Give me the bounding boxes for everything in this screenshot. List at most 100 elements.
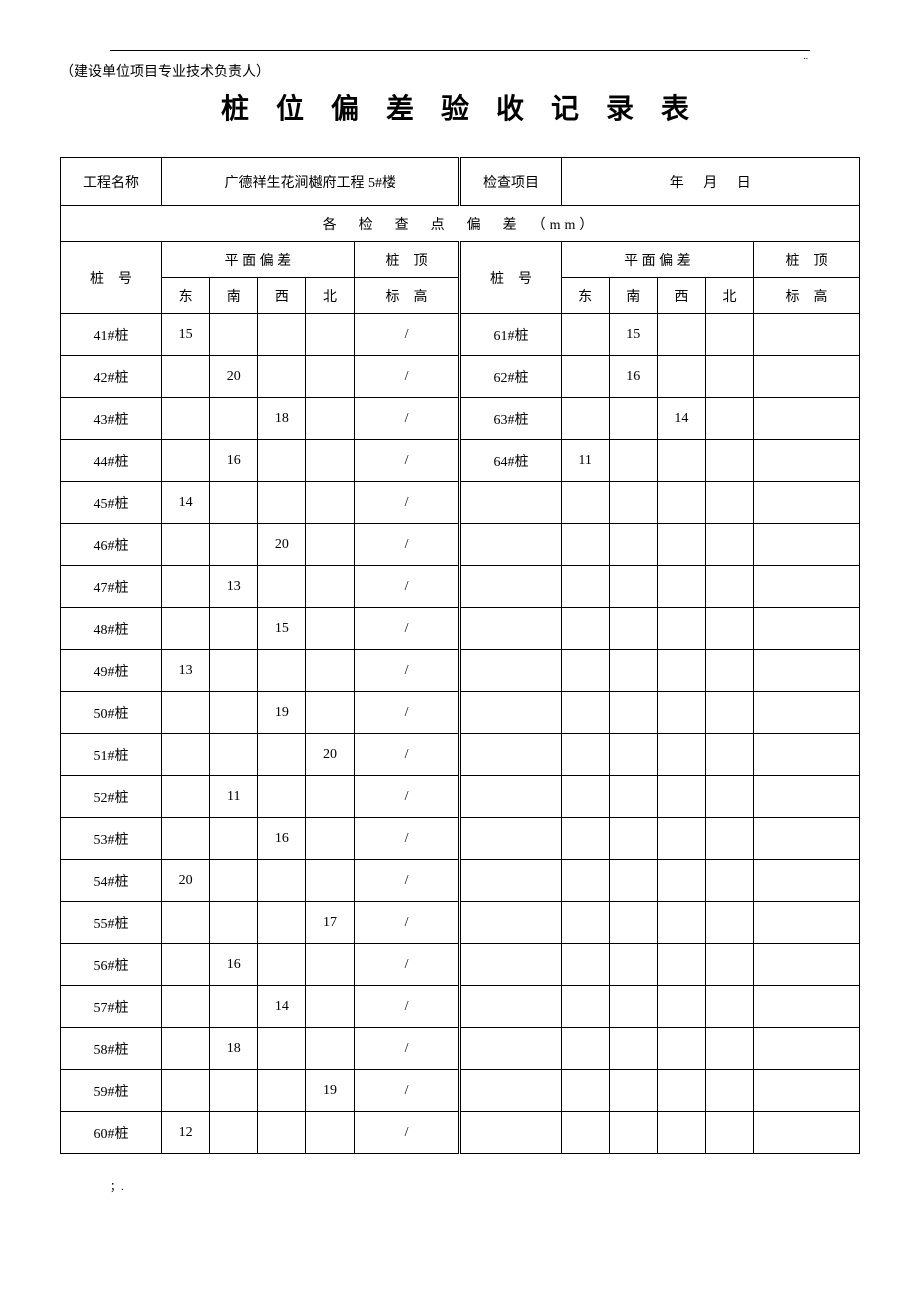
cell-elev-l: / [354, 608, 460, 650]
cell-elev-r [754, 692, 860, 734]
cell-w-r [657, 944, 705, 986]
cell-n-l: 17 [306, 902, 354, 944]
cell-e-l: 15 [162, 314, 210, 356]
table-row: 52#桩11/ [61, 776, 860, 818]
lbl-project-name: 工程名称 [61, 158, 162, 206]
cell-s-l [210, 608, 258, 650]
cell-e-l: 20 [162, 860, 210, 902]
table-row: 55#桩17/ [61, 902, 860, 944]
cell-elev-r [754, 1112, 860, 1154]
cell-w-l [258, 314, 306, 356]
table-row: 58#桩18/ [61, 1028, 860, 1070]
cell-elev-l: / [354, 734, 460, 776]
cell-pile-l: 60#桩 [61, 1112, 162, 1154]
cell-s-r [609, 692, 657, 734]
cell-s-r [609, 398, 657, 440]
header-row-1: 工程名称 广德祥生花涧樾府工程 5#楼 检查项目 年 月 日 [61, 158, 860, 206]
cell-w-l [258, 440, 306, 482]
cell-elev-r [754, 986, 860, 1028]
lbl-south-l: 南 [210, 278, 258, 314]
cell-w-r [657, 818, 705, 860]
cell-s-r [609, 1112, 657, 1154]
cell-w-r [657, 1070, 705, 1112]
cell-e-l [162, 608, 210, 650]
cell-e-l [162, 524, 210, 566]
cell-e-l [162, 398, 210, 440]
cell-pile-l: 48#桩 [61, 608, 162, 650]
cell-e-r [561, 650, 609, 692]
cell-pile-r [460, 776, 561, 818]
cell-w-r [657, 860, 705, 902]
cell-n-r [705, 398, 753, 440]
cell-w-l: 19 [258, 692, 306, 734]
table-row: 60#桩12/ [61, 1112, 860, 1154]
cell-w-l [258, 902, 306, 944]
table-row: 46#桩20/ [61, 524, 860, 566]
cell-pile-r [460, 818, 561, 860]
cell-e-r [561, 524, 609, 566]
cell-pile-l: 59#桩 [61, 1070, 162, 1112]
cell-pile-r [460, 524, 561, 566]
cell-n-l [306, 986, 354, 1028]
section-header: 各 检 查 点 偏 差 （mm） [61, 206, 860, 242]
cell-e-r [561, 608, 609, 650]
cell-s-r [609, 608, 657, 650]
table-row: 56#桩16/ [61, 944, 860, 986]
cell-elev-l: / [354, 860, 460, 902]
cell-pile-r [460, 566, 561, 608]
cell-w-r [657, 482, 705, 524]
cell-n-r [705, 314, 753, 356]
cell-s-r [609, 818, 657, 860]
cell-pile-l: 51#桩 [61, 734, 162, 776]
cell-pile-l: 49#桩 [61, 650, 162, 692]
cell-w-l [258, 356, 306, 398]
cell-e-l: 14 [162, 482, 210, 524]
cell-n-r [705, 482, 753, 524]
cell-s-l: 13 [210, 566, 258, 608]
cell-n-l [306, 440, 354, 482]
cell-w-r [657, 734, 705, 776]
table-row: 43#桩18/63#桩14 [61, 398, 860, 440]
cell-elev-r [754, 482, 860, 524]
table-row: 53#桩16/ [61, 818, 860, 860]
cell-w-r [657, 692, 705, 734]
cell-w-l [258, 734, 306, 776]
cell-s-l: 18 [210, 1028, 258, 1070]
cell-n-r [705, 524, 753, 566]
cell-w-l [258, 1112, 306, 1154]
cell-elev-l: / [354, 1070, 460, 1112]
cell-w-l [258, 860, 306, 902]
cell-e-l [162, 986, 210, 1028]
cell-e-r [561, 1070, 609, 1112]
cell-elev-r [754, 398, 860, 440]
cell-n-l [306, 818, 354, 860]
cell-elev-r [754, 860, 860, 902]
lbl-east-l: 东 [162, 278, 210, 314]
cell-n-l [306, 1028, 354, 1070]
cell-s-l [210, 524, 258, 566]
table-row: 51#桩20/ [61, 734, 860, 776]
table-row: 49#桩13/ [61, 650, 860, 692]
table-row: 54#桩20/ [61, 860, 860, 902]
cell-e-r [561, 986, 609, 1028]
cell-e-l [162, 818, 210, 860]
cell-e-l [162, 566, 210, 608]
cell-elev-l: / [354, 902, 460, 944]
section-header-row: 各 检 查 点 偏 差 （mm） [61, 206, 860, 242]
cell-pile-r [460, 734, 561, 776]
cell-s-l [210, 1070, 258, 1112]
cell-e-l [162, 1028, 210, 1070]
cell-e-l [162, 734, 210, 776]
cell-s-r: 16 [609, 356, 657, 398]
table-row: 45#桩14/ [61, 482, 860, 524]
cell-elev-r [754, 524, 860, 566]
cell-pile-l: 57#桩 [61, 986, 162, 1028]
cell-pile-l: 42#桩 [61, 356, 162, 398]
cell-elev-r [754, 650, 860, 692]
cell-elev-l: / [354, 314, 460, 356]
cell-elev-r [754, 734, 860, 776]
cell-n-r [705, 440, 753, 482]
cell-n-l [306, 524, 354, 566]
cell-n-r [705, 692, 753, 734]
cell-elev-l: / [354, 440, 460, 482]
